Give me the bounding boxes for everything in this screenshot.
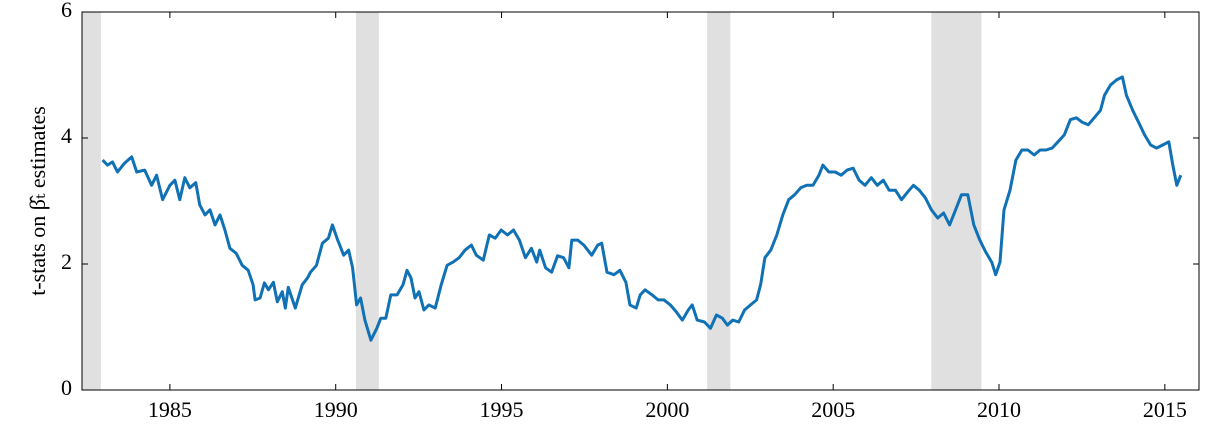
x-tick-label: 1990 xyxy=(314,397,358,422)
recession-band xyxy=(707,12,731,390)
y-tick-label: 0 xyxy=(61,375,72,400)
x-tick-label: 2000 xyxy=(645,397,689,422)
y-axis-label: t-stats on β̂ₜ estimates xyxy=(25,106,50,296)
recession-band xyxy=(931,12,982,390)
x-tick-label: 2015 xyxy=(1143,397,1187,422)
recession-band xyxy=(82,12,101,390)
y-tick-label: 6 xyxy=(61,0,72,22)
x-tick-label: 1995 xyxy=(480,397,524,422)
recession-band xyxy=(355,12,379,390)
x-tick-label: 2005 xyxy=(811,397,855,422)
x-tick-label: 1985 xyxy=(148,397,192,422)
y-tick-label: 2 xyxy=(61,249,72,274)
data-line xyxy=(101,75,1183,342)
y-tick-label: 4 xyxy=(61,123,72,148)
x-tick-label: 2010 xyxy=(977,397,1021,422)
plot-frame xyxy=(81,11,1200,391)
